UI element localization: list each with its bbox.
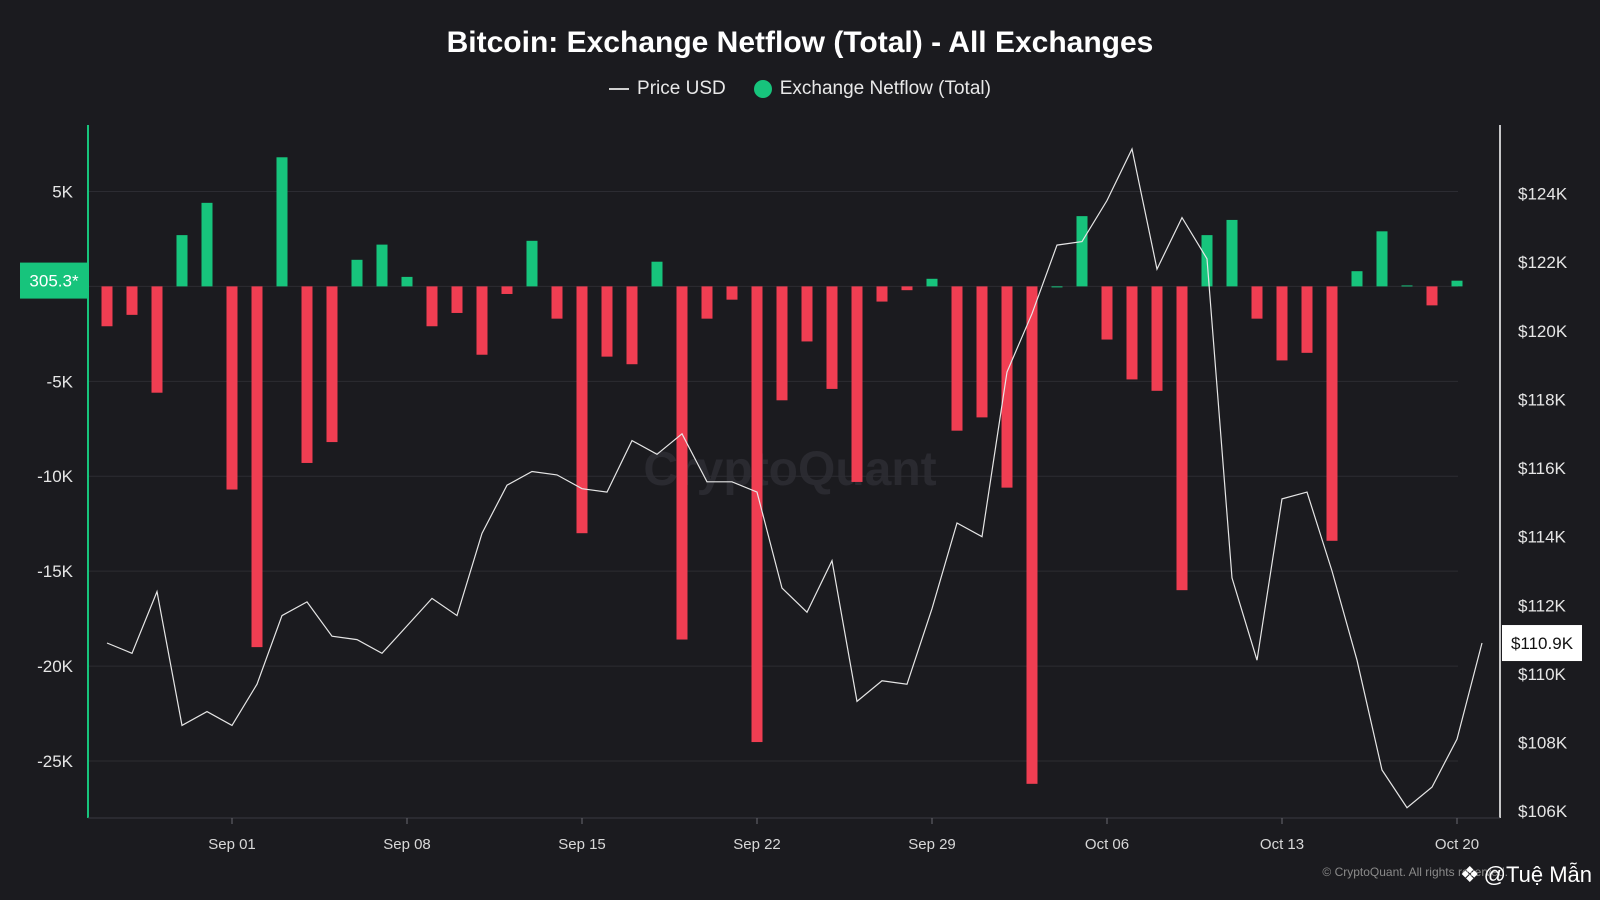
right-tick-label: $112K bbox=[1518, 596, 1567, 615]
right-tick-label: $116K bbox=[1518, 459, 1567, 478]
netflow-bar bbox=[176, 235, 188, 287]
netflow-bar bbox=[301, 286, 313, 463]
left-tick-label: -25K bbox=[37, 752, 74, 771]
netflow-bar bbox=[851, 286, 863, 482]
right-tick-label: $106K bbox=[1518, 802, 1568, 821]
netflow-bar bbox=[1026, 286, 1038, 784]
netflow-bar bbox=[1076, 216, 1088, 287]
netflow-bar bbox=[351, 259, 363, 287]
netflow-bar bbox=[1426, 286, 1438, 306]
netflow-bar bbox=[976, 286, 988, 418]
left-tick-label: -15K bbox=[37, 562, 74, 581]
netflow-bar bbox=[401, 276, 413, 287]
netflow-bar bbox=[101, 286, 113, 327]
netflow-bar bbox=[1126, 286, 1138, 380]
netflow-bar bbox=[1401, 285, 1413, 287]
author-handle-text: @Tuệ Mẫn bbox=[1483, 862, 1592, 887]
netflow-bar bbox=[1251, 286, 1263, 319]
netflow-bar bbox=[1326, 286, 1338, 541]
left-tick-label: -5K bbox=[47, 372, 74, 391]
legend-netflow-label: Exchange Netflow (Total) bbox=[779, 78, 991, 99]
netflow-bar bbox=[1276, 286, 1288, 361]
netflow-bar bbox=[601, 286, 613, 357]
netflow-bar bbox=[1001, 286, 1013, 488]
netflow-bar bbox=[1176, 286, 1188, 591]
right-tick-label: $110K bbox=[1518, 665, 1567, 684]
legend-item-price[interactable]: Price USD bbox=[609, 78, 726, 100]
legend-item-netflow[interactable]: Exchange Netflow (Total) bbox=[753, 78, 991, 100]
netflow-bar bbox=[151, 286, 163, 393]
netflow-bar bbox=[476, 286, 488, 355]
x-tick-label: Oct 20 bbox=[1435, 836, 1479, 853]
left-tick-label: -20K bbox=[37, 657, 74, 676]
right-tick-label: $122K bbox=[1518, 253, 1568, 272]
netflow-bar bbox=[776, 286, 788, 401]
netflow-bar bbox=[751, 286, 763, 743]
netflow-bar bbox=[626, 286, 638, 365]
netflow-bar bbox=[1101, 286, 1113, 340]
netflow-bar bbox=[526, 240, 538, 287]
x-tick-label: Sep 29 bbox=[908, 836, 956, 853]
right-tick-label: $118K bbox=[1518, 390, 1567, 409]
right-tick-label: $114K bbox=[1518, 528, 1567, 547]
current-netflow-label: 305.3* bbox=[29, 272, 79, 291]
legend-price-label: Price USD bbox=[637, 78, 726, 99]
netflow-bar bbox=[951, 286, 963, 431]
netflow-bar bbox=[501, 286, 513, 294]
x-tick-label: Oct 13 bbox=[1260, 836, 1304, 853]
current-netflow-badge bbox=[20, 262, 88, 299]
right-tick-label: $124K bbox=[1518, 185, 1568, 204]
netflow-bar bbox=[651, 261, 663, 287]
netflow-bar bbox=[226, 286, 238, 490]
netflow-bar bbox=[801, 286, 813, 342]
netflow-bar bbox=[451, 286, 463, 313]
netflow-bar bbox=[126, 286, 138, 315]
netflow-bar bbox=[326, 286, 338, 443]
netflow-bar bbox=[1451, 280, 1463, 287]
left-tick-label: 5K bbox=[52, 182, 73, 201]
netflow-bar bbox=[376, 244, 388, 287]
x-tick-label: Sep 01 bbox=[208, 836, 256, 853]
dot-swatch-icon bbox=[753, 80, 772, 98]
right-tick-label: $120K bbox=[1518, 322, 1568, 341]
netflow-bar bbox=[1226, 219, 1238, 287]
netflow-bar bbox=[551, 286, 563, 319]
x-tick-label: Sep 22 bbox=[733, 836, 781, 853]
netflow-bar bbox=[826, 286, 838, 389]
author-handle: ❖ @Tuệ Mẫn bbox=[1460, 862, 1592, 888]
netflow-bar bbox=[701, 286, 713, 319]
netflow-bar bbox=[1301, 286, 1313, 353]
netflow-bar bbox=[576, 286, 588, 534]
netflow-bar bbox=[1351, 271, 1363, 287]
netflow-bar bbox=[676, 286, 688, 640]
current-price-label: $110.9K bbox=[1511, 634, 1574, 653]
chart-title: Bitcoin: Exchange Netflow (Total) - All … bbox=[446, 26, 1154, 59]
netflow-bar bbox=[201, 202, 213, 287]
copyright-text: © CryptoQuant. All rights reserved. bbox=[1322, 865, 1508, 879]
netflow-bar bbox=[926, 278, 938, 287]
x-tick-label: Sep 08 bbox=[383, 836, 431, 853]
x-tick-label: Oct 06 bbox=[1085, 836, 1129, 853]
netflow-bar bbox=[251, 286, 263, 648]
current-price-badge bbox=[1502, 625, 1582, 662]
netflow-bar bbox=[726, 286, 738, 300]
netflow-bar bbox=[426, 286, 438, 327]
netflow-bar bbox=[1151, 286, 1163, 391]
right-tick-label: $108K bbox=[1518, 734, 1568, 753]
netflow-bar bbox=[1376, 231, 1388, 287]
line-swatch-icon bbox=[609, 88, 630, 90]
netflow-bar bbox=[276, 157, 288, 287]
chart-legend: Price USD Exchange Netflow (Total) bbox=[0, 78, 1600, 100]
x-tick-label: Sep 15 bbox=[558, 836, 606, 853]
netflow-bar bbox=[876, 286, 888, 302]
netflow-bar bbox=[1051, 286, 1063, 288]
netflow-bar bbox=[901, 286, 913, 291]
watermark-text: CryptoQuant bbox=[643, 443, 936, 496]
left-tick-label: -10K bbox=[37, 467, 74, 486]
diamond-logo-icon: ❖ bbox=[1459, 862, 1480, 887]
price-line bbox=[106, 147, 1483, 809]
